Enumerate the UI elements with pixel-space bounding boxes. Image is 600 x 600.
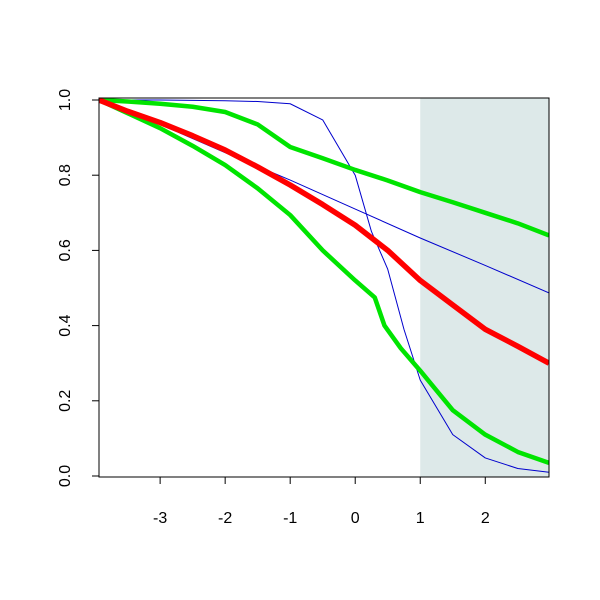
shaded-region [420,98,549,477]
y-tick-label: 0.4 [57,314,74,336]
y-tick-label: 1.0 [57,89,74,111]
series-line [99,98,549,238]
x-tick-label: 2 [481,510,490,527]
x-tick-label: 1 [416,510,425,527]
y-tick-label: 0.0 [57,465,74,487]
series-line [99,98,549,465]
series-line [99,99,549,473]
series-line [99,98,549,366]
y-tick-label: 0.8 [57,164,74,186]
y-tick-label: 0.6 [57,239,74,261]
x-tick-label: -1 [283,510,297,527]
x-tick-label: -2 [218,510,232,527]
y-tick-label: 0.2 [57,390,74,412]
x-tick-label: -3 [153,510,167,527]
x-tick-label: 0 [351,510,360,527]
